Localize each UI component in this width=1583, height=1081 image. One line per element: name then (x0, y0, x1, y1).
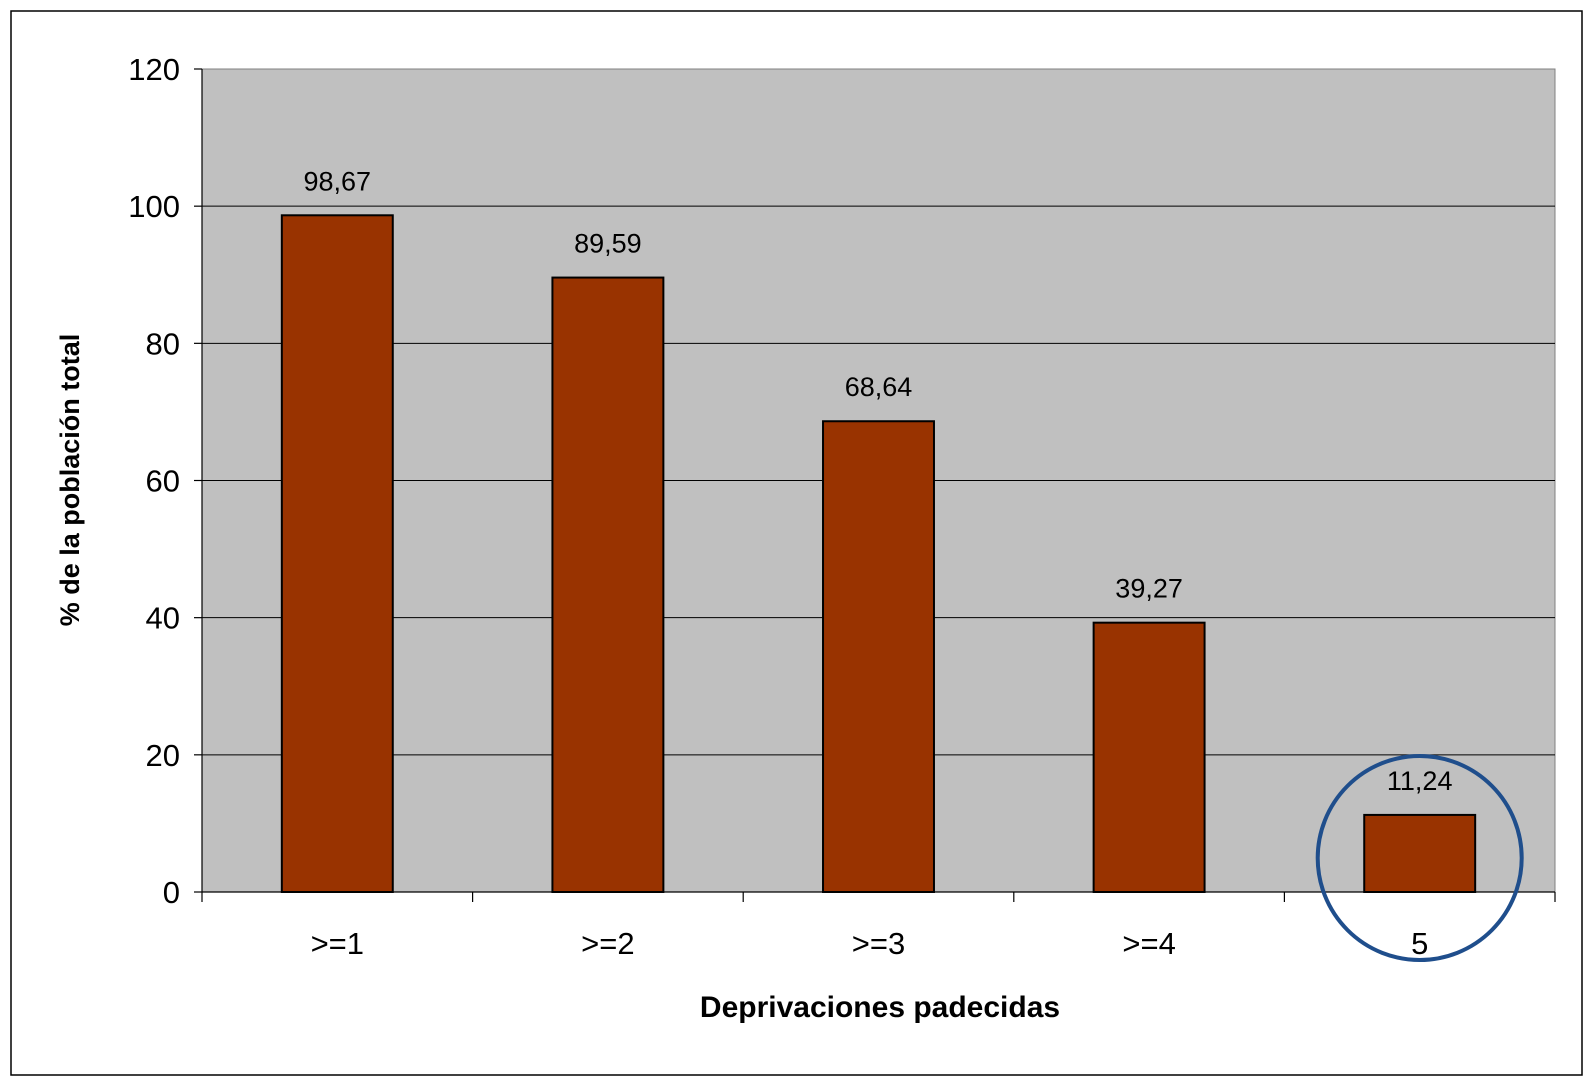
highlight-circle (1315, 754, 1524, 962)
y-tick-label: 60 (146, 464, 180, 499)
axes: 0 20 40 60 80 100 120 >=1 >=2 >=3 >=4 5 (128, 52, 1556, 961)
y-tick-label: 40 (146, 601, 180, 636)
y-tick-label: 100 (128, 189, 180, 224)
data-label-1: 98,67 (304, 166, 372, 196)
x-tick-label-2: >=2 (581, 926, 634, 961)
x-tick-label-1: >=1 (311, 926, 364, 961)
data-label-3: 68,64 (845, 372, 913, 402)
y-tick-label: 120 (128, 52, 180, 87)
bar-3 (822, 420, 935, 893)
y-tick-label: 80 (146, 326, 180, 361)
data-label-5: 11,24 (1387, 766, 1453, 796)
x-tick-label-5: 5 (1411, 926, 1428, 961)
data-labels: 98,67 89,59 68,64 39,27 11,24 (304, 166, 1453, 796)
x-tick-label-4: >=4 (1122, 926, 1175, 961)
x-axis-title: Deprivaciones padecidas (700, 991, 1060, 1024)
y-tick-label: 20 (146, 738, 180, 773)
bar-5 (1363, 813, 1477, 894)
data-label-4: 39,27 (1115, 574, 1183, 604)
bar-2 (551, 276, 665, 894)
annotations (1315, 754, 1524, 962)
y-axis-title: % de la población total (55, 334, 85, 627)
data-label-2: 89,59 (574, 229, 642, 259)
bar-1 (280, 214, 394, 893)
y-tick-label: 0 (163, 875, 180, 910)
x-tick-label-3: >=3 (852, 926, 905, 961)
bar-4 (1092, 621, 1206, 894)
bars (280, 214, 1477, 894)
